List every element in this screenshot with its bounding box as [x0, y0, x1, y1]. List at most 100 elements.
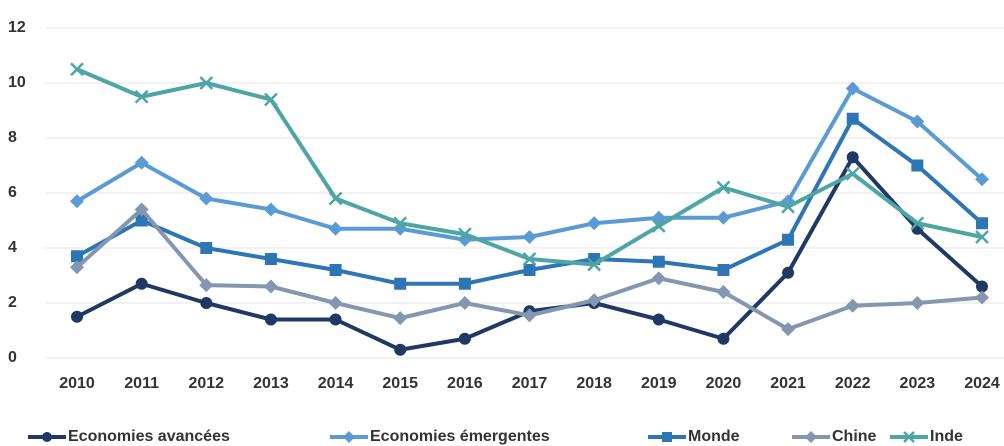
x-tick-label: 2023	[900, 375, 936, 392]
marker	[717, 264, 730, 276]
marker	[393, 216, 408, 231]
x-tick-label: 2024	[964, 375, 1000, 392]
marker	[458, 332, 471, 345]
marker	[652, 255, 665, 268]
marker	[587, 216, 602, 231]
marker	[662, 432, 672, 442]
marker	[328, 296, 343, 310]
marker	[328, 221, 343, 236]
marker	[457, 227, 472, 242]
marker	[457, 296, 472, 310]
x-tick-label: 2016	[447, 375, 483, 392]
marker	[903, 431, 915, 443]
marker	[134, 155, 149, 170]
marker	[458, 277, 471, 290]
marker	[394, 277, 407, 290]
y-tick-label: 8	[8, 129, 17, 146]
marker	[329, 264, 342, 276]
marker	[781, 322, 796, 337]
marker	[328, 191, 343, 206]
marker	[134, 202, 149, 217]
marker	[523, 264, 536, 276]
marker	[975, 230, 989, 244]
marker	[394, 343, 407, 356]
marker	[716, 210, 731, 225]
legend-label: Economies émergentes	[370, 428, 550, 445]
marker	[781, 199, 795, 214]
marker	[976, 280, 988, 293]
y-tick-label: 0	[8, 349, 17, 366]
y-tick-label: 2	[8, 294, 17, 311]
x-tick-label: 2018	[576, 375, 612, 392]
marker	[716, 180, 731, 195]
marker	[199, 191, 214, 206]
marker	[71, 250, 83, 263]
marker	[587, 293, 602, 308]
marker	[70, 62, 84, 77]
marker	[135, 277, 148, 290]
series-line	[75, 86, 984, 242]
marker	[42, 432, 52, 442]
marker	[264, 92, 278, 107]
marker	[651, 271, 666, 286]
marker	[200, 242, 213, 254]
y-tick-label: 12	[8, 19, 26, 36]
x-tick-label: 2013	[253, 375, 289, 392]
marker	[652, 313, 665, 326]
marker	[70, 194, 84, 209]
legend-label: Inde	[930, 428, 963, 445]
marker	[910, 296, 925, 310]
marker	[200, 297, 213, 309]
marker	[846, 112, 859, 125]
marker	[975, 172, 989, 187]
x-tick-label: 2021	[770, 375, 806, 392]
marker	[522, 252, 537, 266]
marker	[782, 266, 795, 279]
marker	[846, 151, 859, 164]
marker	[71, 310, 83, 323]
marker	[264, 253, 277, 265]
marker	[805, 431, 817, 443]
marker	[263, 279, 278, 294]
marker	[845, 166, 860, 181]
legend-label: Economies avancées	[68, 428, 230, 445]
marker	[651, 219, 666, 233]
y-tick-label: 6	[8, 184, 17, 201]
marker	[976, 217, 988, 230]
marker	[263, 202, 278, 217]
marker	[910, 216, 925, 231]
marker	[587, 257, 602, 272]
marker	[782, 233, 795, 246]
x-tick-label: 2014	[318, 375, 354, 392]
marker	[135, 214, 148, 227]
legend-label: Chine	[832, 428, 877, 445]
x-tick-label: 2012	[188, 375, 224, 392]
marker	[70, 260, 84, 275]
marker	[911, 159, 924, 172]
marker	[975, 290, 989, 305]
marker	[717, 332, 730, 345]
y-tick-label: 10	[8, 74, 26, 91]
marker	[264, 313, 277, 326]
x-tick-label: 2019	[641, 375, 677, 392]
marker	[716, 285, 731, 299]
marker	[199, 76, 214, 90]
x-tick-label: 2022	[835, 375, 871, 392]
marker	[522, 230, 537, 244]
x-tick-label: 2017	[512, 375, 548, 392]
marker	[343, 431, 355, 443]
marker	[329, 313, 342, 326]
marker	[845, 298, 860, 313]
marker	[522, 308, 537, 323]
marker	[393, 311, 408, 326]
x-tick-label: 2010	[59, 375, 95, 392]
y-tick-label: 4	[8, 239, 17, 256]
marker	[910, 114, 925, 129]
marker	[845, 81, 860, 96]
x-tick-label: 2020	[706, 375, 742, 392]
x-tick-label: 2011	[124, 375, 159, 392]
marker	[134, 89, 149, 104]
marker	[199, 278, 214, 293]
legend-label: Monde	[688, 428, 740, 445]
x-tick-label: 2015	[382, 375, 418, 392]
